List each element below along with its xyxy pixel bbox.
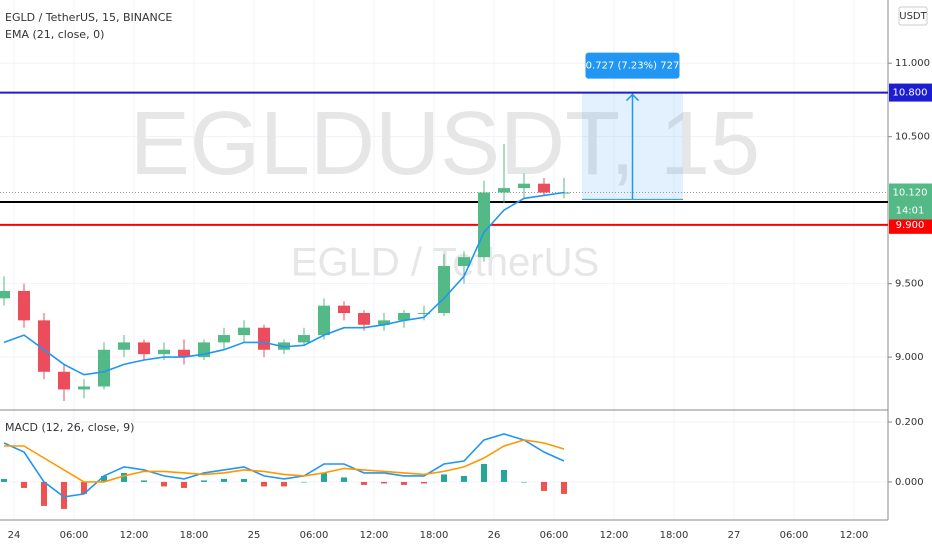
x-tick-label: 12:00 <box>840 530 869 541</box>
histogram-bar <box>21 481 27 488</box>
ema-legend: EMA (21, close, 0) <box>5 28 104 41</box>
histogram-bar <box>241 478 247 482</box>
candle-body <box>98 349 110 387</box>
measure-label-box <box>585 52 680 79</box>
x-tick-label: 06:00 <box>540 530 569 541</box>
last-price-label: 10.120 <box>893 188 928 199</box>
histogram-bar <box>381 481 387 484</box>
candle-body <box>478 192 490 258</box>
candle-body <box>378 320 390 325</box>
histogram-bar <box>501 469 507 482</box>
histogram-bar <box>461 475 467 482</box>
histogram-bar <box>141 480 147 482</box>
candle-body <box>298 335 310 343</box>
candle-body <box>458 257 470 266</box>
level-label-box <box>889 215 932 234</box>
candle-body <box>18 290 30 321</box>
histogram-bar <box>481 463 487 482</box>
y-tick-label: 0.000 <box>895 477 924 488</box>
candle-body <box>0 290 10 299</box>
histogram-bar <box>0 478 7 482</box>
x-tick-label: 18:00 <box>180 530 209 541</box>
watermark: EGLDUSDT, 15 <box>130 94 760 194</box>
candle-body <box>338 305 350 314</box>
symbol-title: EGLD / TetherUS, 15, BINANCE <box>5 11 172 24</box>
histogram-bar <box>81 481 87 494</box>
x-tick-label: 06:00 <box>60 530 89 541</box>
x-tick-label: 12:00 <box>600 530 629 541</box>
candle-body <box>438 265 450 314</box>
x-tick-label: 18:00 <box>420 530 449 541</box>
candle-body <box>258 327 270 350</box>
histogram-bar <box>401 481 407 485</box>
signal-line <box>4 439 565 483</box>
histogram-bar <box>321 472 327 482</box>
x-tick-label: 06:00 <box>300 530 329 541</box>
ema-line <box>3 191 565 376</box>
measure-label: 0.727 (7.23%) 727 <box>586 61 680 72</box>
histogram-bar <box>101 475 107 482</box>
candle-body <box>358 313 370 325</box>
histogram-bar <box>421 481 427 484</box>
histogram-bar <box>121 472 127 482</box>
last-price-label-box <box>889 183 932 202</box>
histogram-bar <box>361 481 367 485</box>
y-tick-label: 11.000 <box>895 58 930 69</box>
macd-legend: MACD (12, 26, close, 9) <box>5 421 134 434</box>
measure-arrow-head <box>625 93 640 102</box>
histogram-bar <box>341 477 347 482</box>
candle-body <box>538 183 550 193</box>
x-tick-label: 12:00 <box>120 530 149 541</box>
x-tick-label: 27 <box>728 530 741 541</box>
candle-body <box>58 371 70 390</box>
candle-body <box>418 313 430 315</box>
histogram-bar <box>561 481 567 494</box>
candle-body <box>118 342 130 350</box>
candle-body <box>398 313 410 321</box>
candle-body <box>158 349 170 355</box>
currency-button[interactable] <box>898 6 928 26</box>
grid-layer <box>0 0 888 520</box>
candle-body <box>238 327 250 336</box>
level-label-box <box>889 83 932 102</box>
y-tick-label: 9.500 <box>895 279 924 290</box>
x-tick-label: 18:00 <box>660 530 689 541</box>
x-tick-label: 06:00 <box>780 530 809 541</box>
countdown-label-box <box>889 201 932 220</box>
y-tick-label: 0.200 <box>895 417 924 428</box>
candle-body <box>138 342 150 355</box>
level-label: 9.900 <box>896 220 925 231</box>
countdown-label: 14:01 <box>896 206 925 217</box>
y-tick-label: 10.500 <box>895 132 930 143</box>
histogram-bar <box>61 481 67 509</box>
x-tick-label: 25 <box>248 530 261 541</box>
currency-label[interactable]: USDT <box>899 11 927 22</box>
x-tick-label: 26 <box>488 530 501 541</box>
level-label: 10.800 <box>893 88 928 99</box>
candle-body <box>78 386 90 390</box>
candle-body <box>38 320 50 372</box>
histogram-bar <box>281 481 287 487</box>
x-tick-label: 24 <box>8 530 21 541</box>
candle-body <box>498 188 510 193</box>
x-tick-label: 12:00 <box>360 530 389 541</box>
histogram-bar <box>261 481 267 487</box>
histogram-bar <box>521 481 527 483</box>
candle-body <box>518 183 530 189</box>
histogram-bar <box>441 474 447 482</box>
y-tick-label: 9.000 <box>895 352 924 363</box>
histogram-bar <box>41 481 47 506</box>
histogram-bar <box>181 481 187 488</box>
candle-body <box>178 349 190 358</box>
candle-body <box>318 305 330 336</box>
histogram-bar <box>201 480 207 482</box>
histogram-bar <box>541 481 547 491</box>
candle-body <box>218 335 230 343</box>
histogram-bar <box>301 481 307 483</box>
histogram-bar <box>221 478 227 482</box>
histogram-bar <box>161 481 167 487</box>
